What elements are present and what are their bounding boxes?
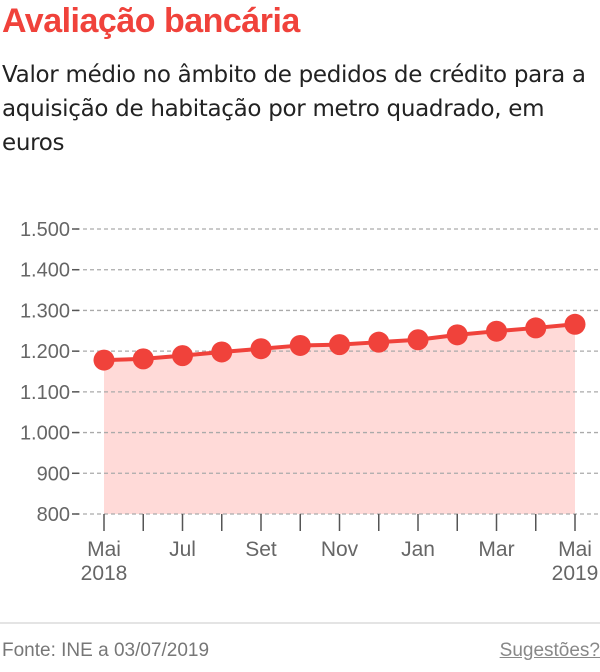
y-tick-label: 1.100 bbox=[20, 382, 70, 404]
suggestions-link[interactable]: Sugestões? bbox=[499, 640, 600, 661]
chart: 8009001.0001.1001.2001.3001.4001.500Mai2… bbox=[20, 219, 600, 585]
data-point bbox=[564, 313, 586, 335]
data-point bbox=[250, 338, 272, 360]
x-tick-label: Mai bbox=[558, 538, 592, 561]
y-tick-label: 900 bbox=[37, 463, 70, 485]
y-tick-label: 1.500 bbox=[20, 219, 70, 241]
chart-subtitle: Valor médio no âmbito de pedidos de créd… bbox=[2, 62, 586, 156]
data-point bbox=[486, 320, 507, 342]
data-point bbox=[93, 349, 115, 371]
data-point bbox=[368, 331, 390, 353]
x-tick-label: Mai bbox=[87, 538, 121, 561]
data-point bbox=[525, 317, 547, 339]
data-point bbox=[329, 334, 350, 356]
data-point bbox=[132, 348, 154, 370]
y-tick-label: 1.000 bbox=[20, 423, 70, 445]
y-tick-label: 800 bbox=[37, 504, 70, 526]
data-point bbox=[172, 345, 193, 367]
x-tick-year-label: 2018 bbox=[81, 562, 128, 585]
data-point bbox=[407, 329, 429, 351]
area-fill bbox=[104, 324, 575, 514]
footer-divider bbox=[0, 622, 600, 624]
y-tick-label: 1.200 bbox=[20, 341, 70, 363]
x-tick-label: Set bbox=[245, 538, 277, 561]
source-text: Fonte: INE a 03/07/2019 bbox=[2, 640, 210, 661]
x-tick-year-label: 2019 bbox=[552, 562, 599, 585]
data-point bbox=[211, 341, 233, 363]
y-tick-label: 1.400 bbox=[20, 260, 70, 282]
x-tick-label: Jul bbox=[169, 538, 196, 561]
chart-title: Avaliação bancária bbox=[2, 2, 300, 40]
data-point bbox=[446, 324, 468, 346]
x-tick-label: Nov bbox=[321, 538, 359, 561]
data-point bbox=[289, 334, 311, 356]
x-tick-label: Mar bbox=[478, 538, 514, 561]
y-tick-label: 1.300 bbox=[20, 300, 70, 322]
x-tick-label: Jan bbox=[401, 538, 435, 561]
